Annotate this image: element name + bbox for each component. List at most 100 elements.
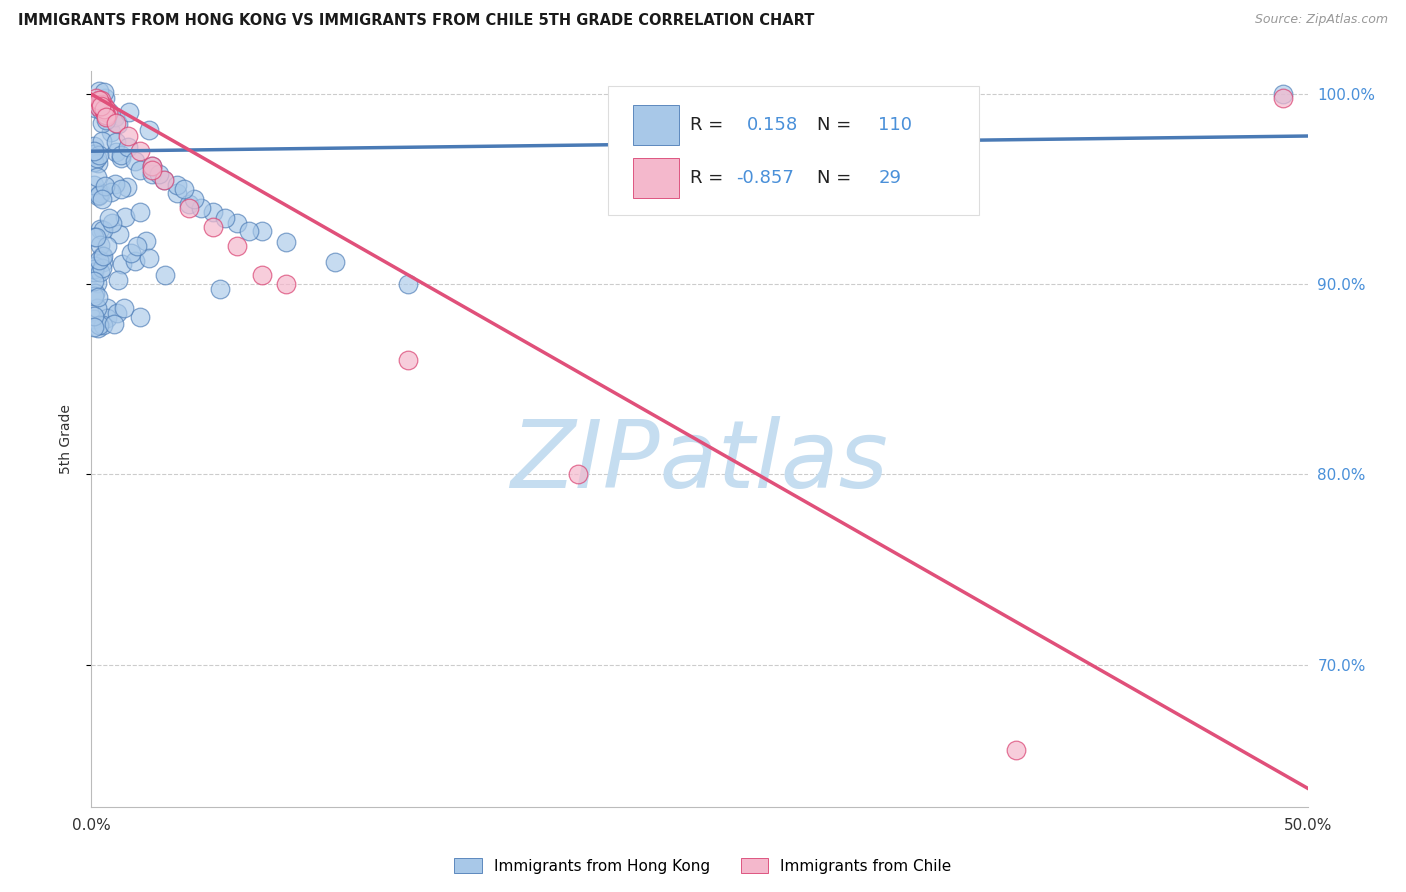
Point bbox=[83, 178, 105, 192]
Point bbox=[129, 145, 152, 159]
Point bbox=[90, 98, 112, 112]
Point bbox=[86, 155, 108, 169]
Point bbox=[100, 186, 122, 200]
Point bbox=[214, 211, 236, 225]
Point bbox=[104, 178, 127, 192]
Point bbox=[141, 160, 163, 174]
Point bbox=[87, 318, 110, 333]
Point bbox=[96, 239, 118, 253]
Point bbox=[83, 312, 105, 326]
Point bbox=[90, 103, 112, 117]
Point bbox=[87, 321, 110, 335]
Point bbox=[112, 301, 135, 315]
Point bbox=[83, 310, 105, 324]
Legend: Immigrants from Hong Kong, Immigrants from Chile: Immigrants from Hong Kong, Immigrants fr… bbox=[449, 852, 957, 880]
Text: 0.158: 0.158 bbox=[747, 116, 799, 134]
Point bbox=[103, 317, 125, 331]
Point bbox=[89, 265, 111, 279]
Point bbox=[117, 128, 139, 143]
Point bbox=[91, 249, 114, 263]
Point bbox=[107, 273, 129, 287]
Point bbox=[129, 310, 152, 325]
Point bbox=[104, 116, 127, 130]
Point bbox=[91, 134, 114, 148]
Point bbox=[91, 255, 114, 269]
Point bbox=[83, 265, 105, 279]
Point bbox=[84, 101, 107, 115]
Point bbox=[141, 163, 163, 178]
Point bbox=[87, 148, 110, 162]
Point bbox=[115, 179, 138, 194]
Text: -0.857: -0.857 bbox=[735, 169, 794, 187]
Y-axis label: 5th Grade: 5th Grade bbox=[59, 404, 73, 475]
Point bbox=[87, 101, 110, 115]
Point bbox=[93, 98, 115, 112]
Point bbox=[177, 197, 200, 211]
Point bbox=[91, 115, 114, 129]
Point bbox=[84, 230, 107, 244]
Point bbox=[125, 239, 148, 253]
Point bbox=[110, 257, 132, 271]
Text: IMMIGRANTS FROM HONG KONG VS IMMIGRANTS FROM CHILE 5TH GRADE CORRELATION CHART: IMMIGRANTS FROM HONG KONG VS IMMIGRANTS … bbox=[18, 13, 814, 29]
Point bbox=[100, 126, 122, 140]
Text: N =: N = bbox=[817, 169, 858, 187]
Point bbox=[83, 289, 105, 303]
Point bbox=[91, 318, 114, 333]
Point bbox=[91, 223, 114, 237]
Point bbox=[138, 122, 160, 136]
Point bbox=[138, 252, 160, 266]
Point bbox=[396, 353, 419, 368]
Point bbox=[110, 151, 132, 165]
Point bbox=[250, 224, 273, 238]
Point bbox=[83, 262, 105, 277]
Point bbox=[90, 186, 112, 201]
Text: 110: 110 bbox=[879, 116, 912, 134]
Point bbox=[190, 201, 212, 215]
Point bbox=[135, 234, 157, 248]
Point bbox=[250, 268, 273, 282]
Point bbox=[323, 254, 346, 268]
Point bbox=[86, 301, 108, 315]
Point bbox=[84, 259, 107, 273]
Point bbox=[96, 109, 118, 123]
Point bbox=[110, 148, 132, 162]
Point bbox=[89, 222, 111, 236]
Point bbox=[110, 182, 132, 196]
Point bbox=[1272, 87, 1295, 102]
Point bbox=[90, 93, 112, 107]
Point bbox=[87, 189, 110, 203]
Point bbox=[93, 85, 115, 99]
Point bbox=[104, 145, 127, 159]
Point bbox=[226, 239, 249, 253]
Point bbox=[124, 153, 146, 168]
Point bbox=[83, 147, 105, 161]
Point bbox=[86, 151, 108, 165]
Point bbox=[396, 277, 419, 292]
Bar bbox=[633, 158, 679, 198]
Point bbox=[96, 311, 118, 326]
Point bbox=[87, 93, 110, 107]
Point bbox=[87, 253, 110, 268]
Point bbox=[274, 277, 297, 292]
Point bbox=[173, 182, 195, 196]
Point bbox=[128, 204, 150, 219]
Point bbox=[83, 319, 105, 334]
Point bbox=[114, 210, 136, 224]
Point bbox=[93, 104, 115, 119]
Point bbox=[93, 103, 115, 117]
Point bbox=[94, 110, 117, 124]
Point bbox=[94, 178, 117, 193]
Point bbox=[274, 235, 297, 250]
Text: R =: R = bbox=[690, 116, 728, 134]
Point bbox=[97, 106, 120, 120]
Point bbox=[96, 301, 118, 315]
Point bbox=[107, 117, 129, 131]
Point bbox=[238, 224, 260, 238]
FancyBboxPatch shape bbox=[609, 87, 979, 215]
Point bbox=[83, 138, 105, 153]
Point bbox=[94, 108, 117, 122]
Point bbox=[90, 96, 112, 111]
Point bbox=[83, 262, 105, 277]
Point bbox=[87, 188, 110, 202]
Point bbox=[89, 238, 111, 252]
